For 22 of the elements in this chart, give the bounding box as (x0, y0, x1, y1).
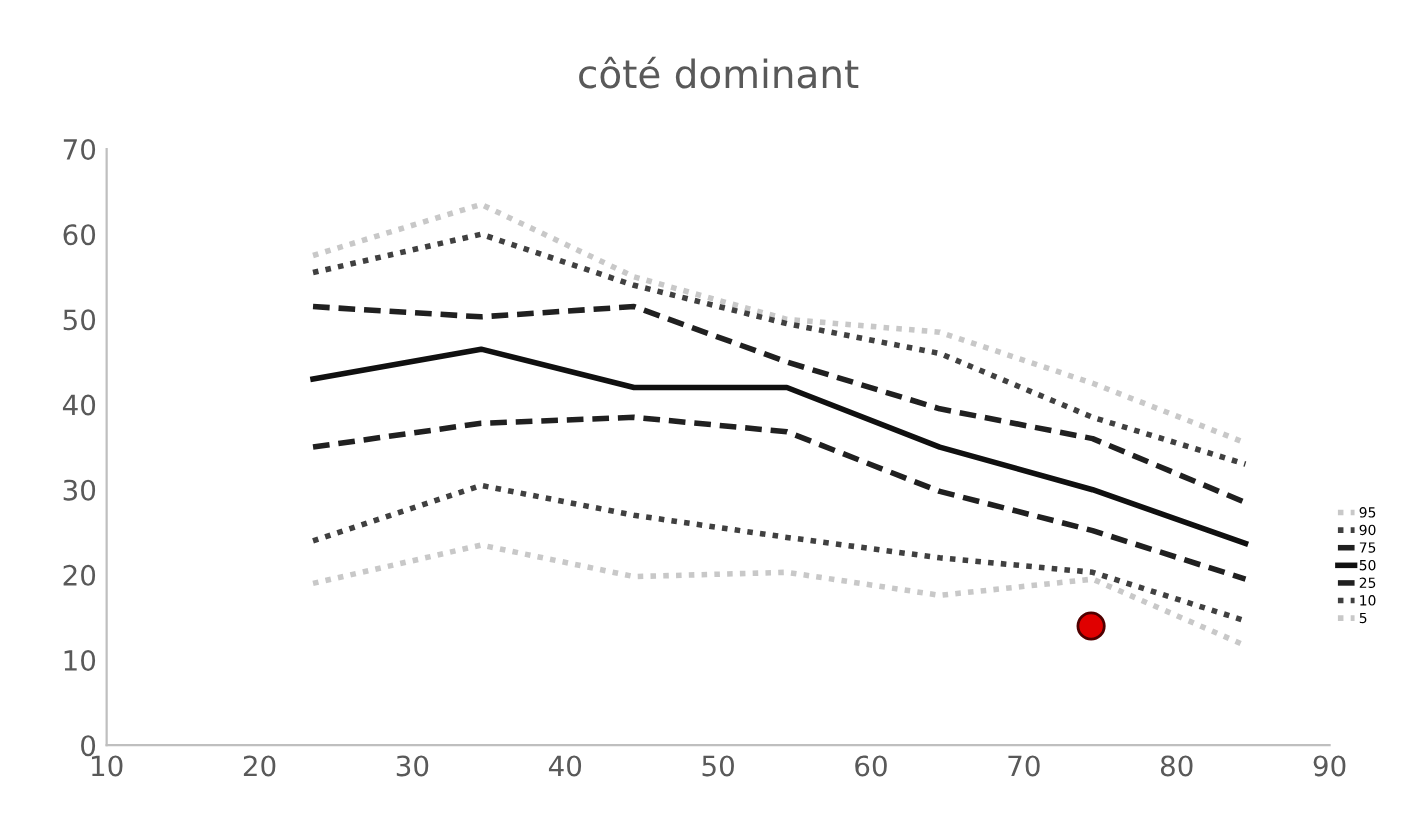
line-series (310, 303, 1249, 506)
chart-title: côté dominant (579, 56, 859, 89)
y-tick-label: 0 (81, 735, 96, 757)
line-series (310, 414, 1249, 582)
x-tick-label: 40 (548, 755, 582, 777)
x-tick-label: 80 (1160, 755, 1193, 777)
y-tick-label: 60 (63, 224, 96, 246)
x-tick-label: 20 (243, 755, 276, 777)
y-tick-label: 10 (64, 649, 96, 671)
y-tick-label: 20 (63, 564, 96, 586)
y-tick-label: 70 (63, 138, 96, 160)
line-series (310, 231, 1249, 467)
x-tick-label: 90 (1313, 755, 1346, 777)
y-tick-label: 50 (63, 309, 96, 331)
x-tick-label: 10 (92, 755, 123, 777)
x-tick-label: 70 (1008, 755, 1040, 777)
x-tick-label: 30 (396, 755, 429, 777)
line-series (310, 346, 1249, 547)
y-tick-label: 30 (63, 479, 96, 501)
x-tick-label: 50 (702, 755, 734, 777)
x-tick-label: 60 (855, 755, 887, 777)
y-tick-label: 40 (62, 394, 96, 416)
